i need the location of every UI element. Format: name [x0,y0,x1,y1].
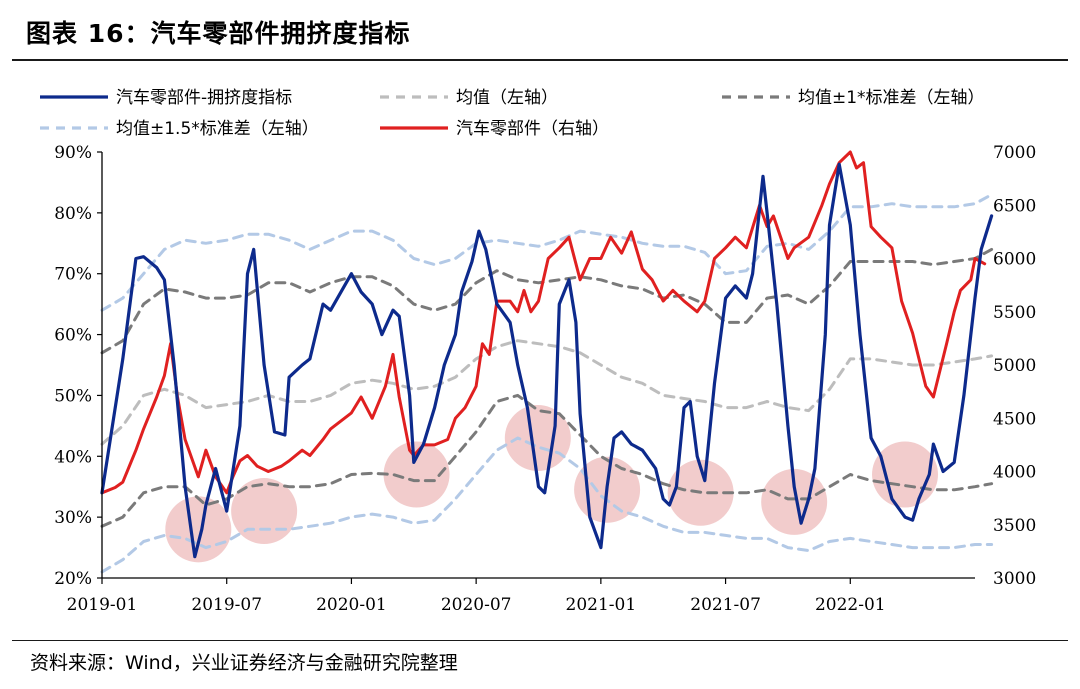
left-tick-label: 80% [54,204,92,224]
highlight-circles [165,405,939,563]
left-tick-label: 50% [54,386,92,406]
left-tick-label: 90% [54,143,92,163]
legend-label-mean: 均值（左轴） [456,88,558,108]
x-tick-label: 2021-01 [566,595,637,615]
right-tick-label: 7000 [993,143,1036,163]
right-tick-label: 3500 [993,516,1036,536]
source-note: 资料来源：Wind，兴业证券经济与金融研究院整理 [30,652,458,674]
right-tick-label: 5500 [993,303,1036,323]
series-line-std1 [100,247,994,355]
x-tick-label: 2019-01 [67,595,138,615]
x-tick-label: 2020-01 [316,595,387,615]
source-divider [12,640,1068,641]
left-tick-label: 70% [54,265,92,285]
x-tick-label: 2021-07 [690,595,761,615]
right-tick-label: 4000 [993,463,1036,483]
series-line-crowding [100,162,994,559]
left-tick-label: 20% [54,569,92,589]
left-tick-label: 30% [54,508,92,528]
highlight-circle [383,441,450,508]
chart-series [100,150,994,574]
right-tick-label: 5000 [993,356,1036,376]
right-tick-label: 6500 [993,196,1036,216]
x-tick-label: 2022-01 [815,595,886,615]
series-line-mean [100,339,994,446]
chart-legend: 汽车零部件-拥挤度指标 均值（左轴） 均值±1*标准差（左轴） 均值±1.5*标准差（… [40,88,985,139]
series-line-std1_lower [100,393,994,528]
series-line-std15 [100,193,994,312]
series-line-std15_lower [100,436,994,574]
legend-label-std1: 均值±1*标准差（左轴） [798,88,985,108]
legend-label-price: 汽车零部件（右轴） [456,119,609,139]
left-tick-label: 60% [54,326,92,346]
legend-label-crowding: 汽车零部件-拥挤度指标 [116,88,292,108]
crowding-line-chart: 汽车零部件-拥挤度指标 均值（左轴） 均值±1*标准差（左轴） 均值±1.5*标准差（… [40,88,1036,615]
figure-title: 图表 16：汽车零部件拥挤度指标 [26,19,411,48]
right-tick-label: 4500 [993,409,1036,429]
right-tick-label: 6000 [993,250,1036,270]
highlight-circle [165,496,232,563]
title-divider [12,59,1068,61]
x-tick-label: 2020-07 [441,595,512,615]
highlight-circle [231,478,298,545]
legend-label-std15: 均值±1.5*标准差（左轴） [116,119,319,139]
chart-axes: 20% 30% 40% 50% 60% 70% 80% 90% 3000 3500 4000 4500… [54,143,1036,615]
x-tick-label: 2019-07 [191,595,262,615]
right-tick-label: 3000 [993,569,1036,589]
series-line-price [100,150,987,495]
left-tick-label: 40% [54,447,92,467]
